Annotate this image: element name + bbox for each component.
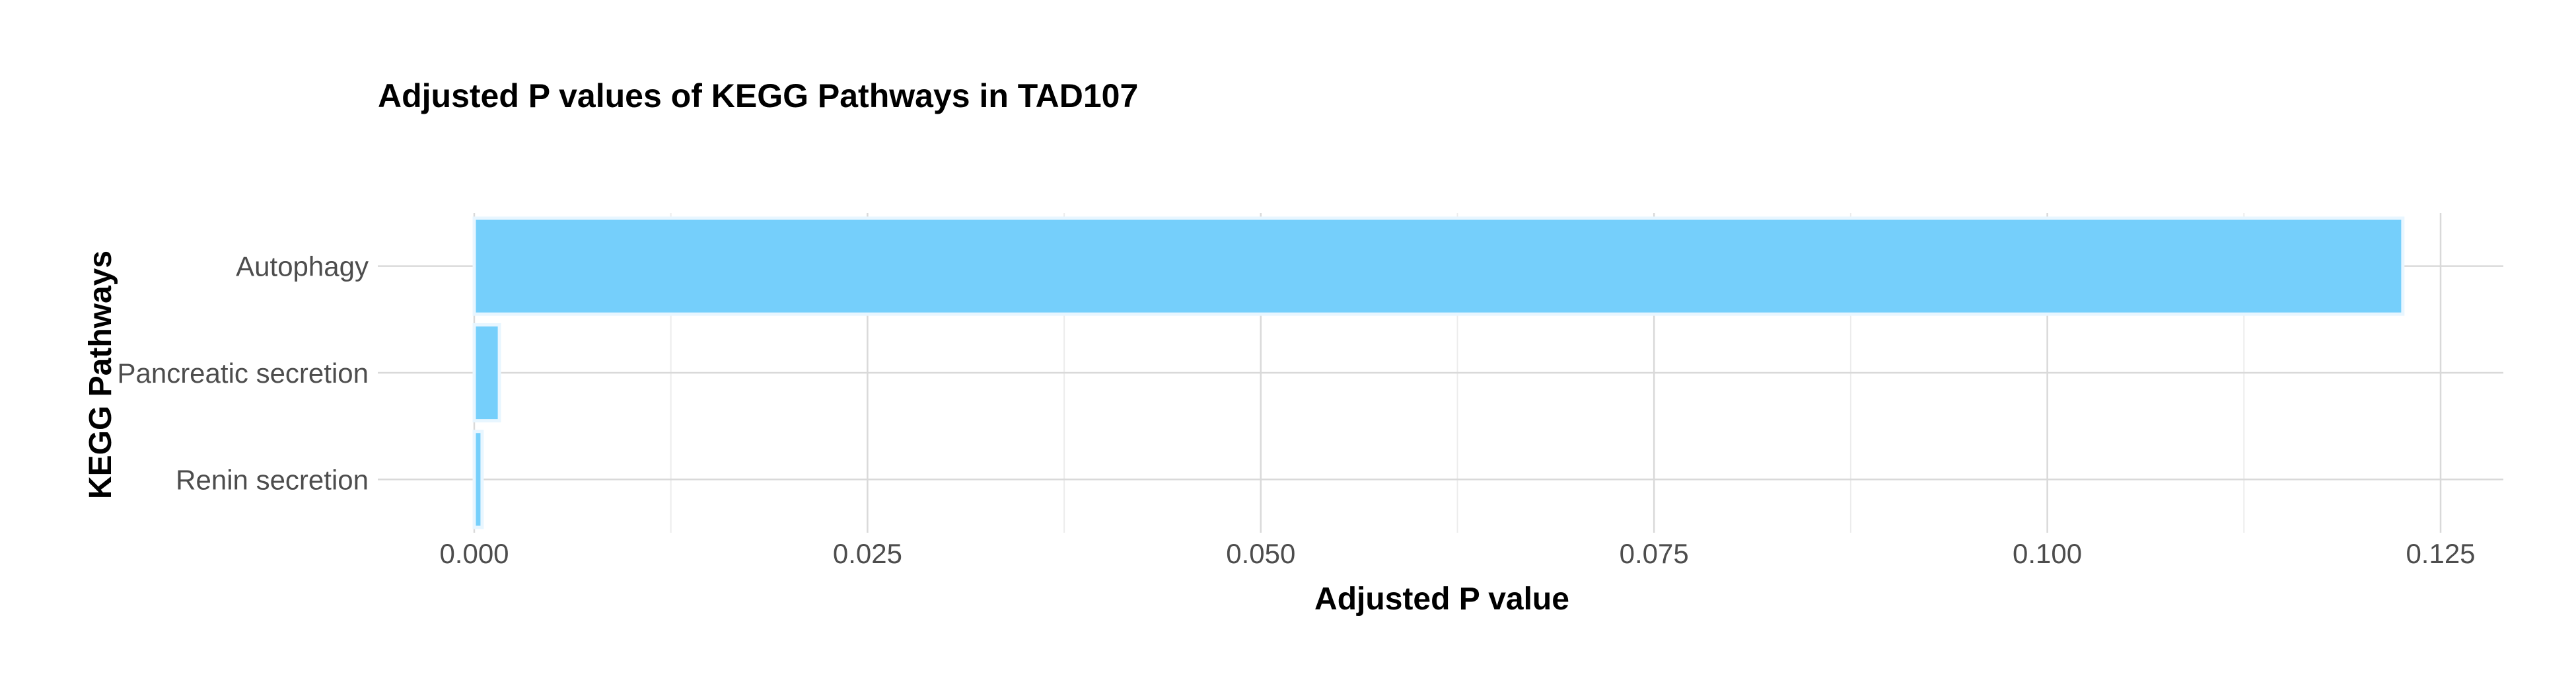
chart-title: Adjusted P values of KEGG Pathways in TA… (378, 77, 1138, 114)
x-tick-labels: 0.000 0.025 0.050 0.075 0.100 0.125 (439, 538, 2475, 569)
y-tick-label: Pancreatic secretion (117, 358, 369, 389)
y-tick-label: Autophagy (236, 251, 369, 282)
x-tick-label: 0.125 (2406, 538, 2475, 569)
bar-renin-secretion (472, 430, 484, 529)
x-tick-label: 0.000 (439, 538, 509, 569)
y-axis-title: KEGG Pathways (83, 251, 118, 499)
y-tick-label: Renin secretion (176, 464, 369, 495)
bars (472, 216, 2405, 529)
bar-autophagy (472, 216, 2405, 316)
y-tick-labels: Autophagy Pancreatic secretion Renin secre… (117, 251, 369, 496)
bar-pancreatic-secretion (472, 323, 501, 423)
x-axis-title: Adjusted P value (1314, 582, 1569, 617)
x-tick-label: 0.075 (1620, 538, 1689, 569)
x-tick-label: 0.025 (833, 538, 902, 569)
x-tick-label: 0.100 (2013, 538, 2082, 569)
x-tick-label: 0.050 (1226, 538, 1295, 569)
